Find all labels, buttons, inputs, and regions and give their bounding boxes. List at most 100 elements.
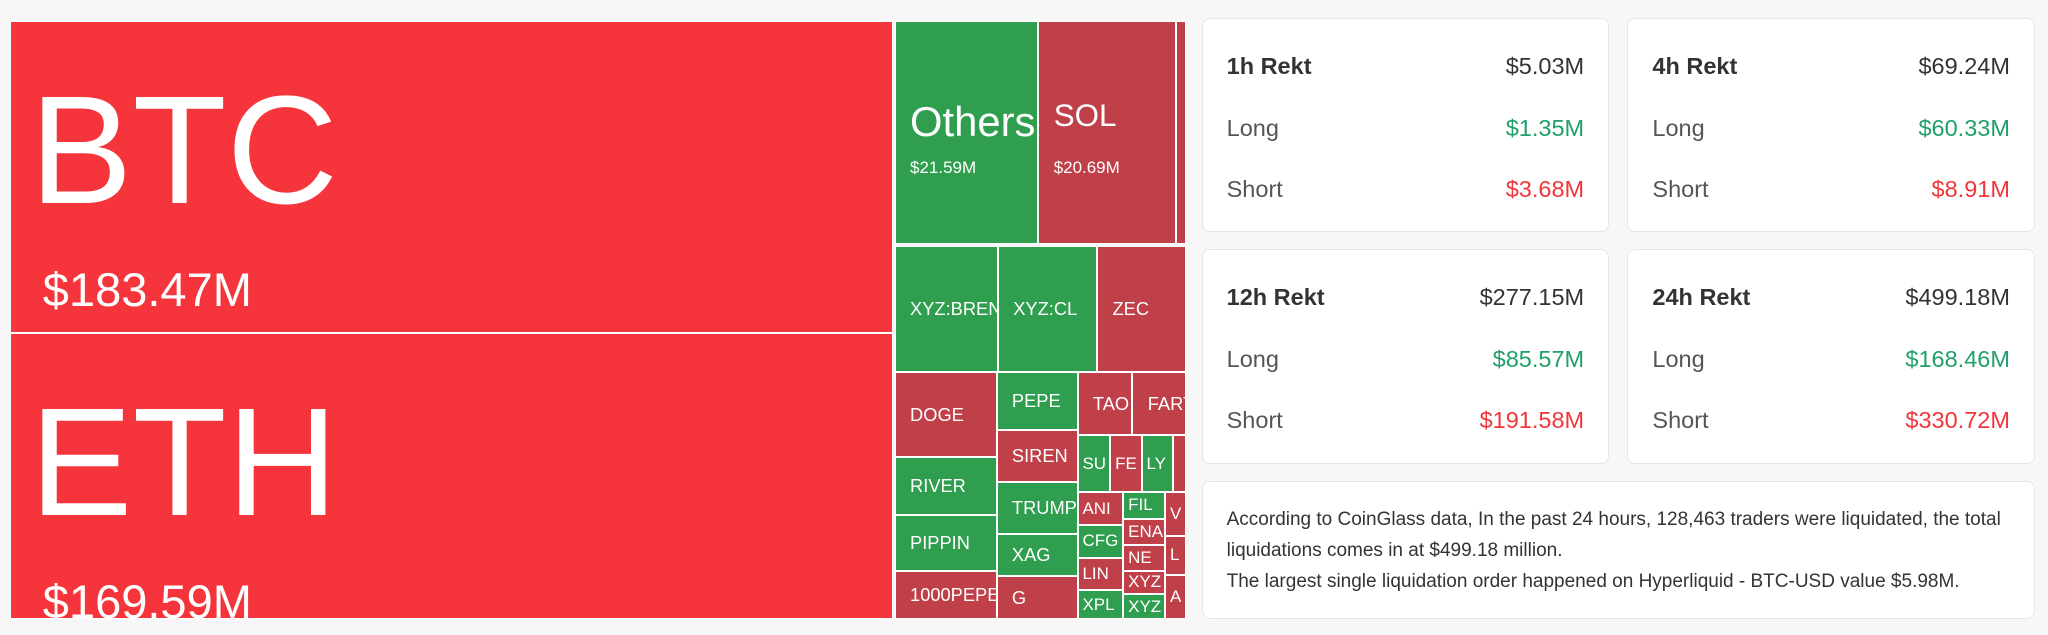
card-row: Short $330.72M — [1652, 407, 2010, 434]
card-header: 12h Rekt $277.15M — [1227, 284, 1585, 311]
card-title: 24h Rekt — [1652, 284, 1751, 311]
tile-label: SU — [1082, 453, 1107, 473]
row-value: $168.46M — [1905, 345, 2010, 372]
row-value: $85.57M — [1492, 345, 1585, 372]
tile-label: NE — [1128, 547, 1152, 567]
tile: ETH $169.59M — [10, 333, 894, 620]
tile: SIREN — [996, 429, 1078, 482]
tile-label: SOL — [1053, 97, 1117, 133]
tile — [1175, 20, 1186, 245]
tile-label: DOGE — [910, 403, 964, 425]
tile-value: $183.47M — [42, 263, 252, 317]
card-row: Long $1.35M — [1227, 115, 1585, 142]
tile-label: PIPPIN — [910, 531, 970, 553]
tile: PIPPIN — [894, 514, 997, 571]
tile-label: ANI — [1082, 498, 1111, 518]
tile-label: G — [1011, 586, 1027, 608]
tile: RIVER — [894, 457, 997, 515]
row-label: Long — [1226, 114, 1279, 141]
tile-label: FIL — [1128, 495, 1153, 515]
tile-label: Others — [910, 97, 1036, 145]
tile-label: V — [1169, 503, 1182, 523]
tile: ENA — [1123, 518, 1166, 545]
tile-label: LY — [1146, 453, 1166, 473]
tile-label: FE — [1115, 453, 1137, 473]
tile-label: ENA — [1128, 521, 1164, 541]
card-row: Short $3.68M — [1227, 176, 1585, 203]
tile-label: XAG — [1011, 544, 1051, 566]
tile: G — [996, 576, 1078, 620]
tile-label: ETH — [29, 375, 338, 549]
row-value: $330.72M — [1905, 407, 2010, 434]
row-label: Long — [1652, 345, 1705, 372]
tile-label: CFG — [1082, 531, 1119, 551]
row-label: Short — [1652, 176, 1709, 203]
stat-card: 4h Rekt $69.24M Long $60.33M Short $8.91M — [1627, 18, 2035, 233]
tile: FART — [1132, 372, 1186, 435]
tile: LY — [1141, 434, 1173, 493]
tile-label: XPL — [1082, 594, 1115, 614]
tile-label: BTC — [29, 63, 338, 237]
row-label: Short — [1652, 407, 1709, 434]
tile-label: ZEC — [1112, 298, 1150, 319]
card-total: $69.24M — [1918, 53, 2010, 80]
row-value: $8.91M — [1931, 176, 2010, 203]
row-value: $1.35M — [1505, 114, 1585, 141]
tile-label: LIN — [1082, 563, 1109, 583]
tile-label: L — [1169, 545, 1180, 565]
card-total: $499.18M — [1905, 284, 2010, 311]
tile — [1172, 434, 1186, 493]
tile: PEPE — [996, 372, 1078, 430]
tile: BTC $183.47M — [10, 20, 894, 334]
tile-label: A — [1169, 586, 1182, 606]
tile-label: XYZ:CL — [1013, 298, 1078, 319]
tile: ZEC — [1097, 245, 1186, 373]
tile: NE — [1123, 544, 1166, 571]
tile: XPL — [1077, 590, 1124, 620]
tile-label: XYZ:BRENT — [910, 298, 997, 319]
tile: 1000PEPE — [894, 570, 997, 620]
tile-label: RIVER — [910, 474, 966, 496]
tile-label: XYZ — [1128, 596, 1162, 616]
tile: ANI — [1077, 492, 1124, 526]
card-header: 4h Rekt $69.24M — [1652, 53, 2010, 80]
tile: LIN — [1077, 557, 1124, 591]
row-label: Long — [1226, 345, 1279, 372]
card-row: Long $85.57M — [1227, 346, 1585, 373]
tile: DOGE — [894, 372, 997, 458]
stat-card: 1h Rekt $5.03M Long $1.35M Short $3.68M — [1201, 18, 1610, 233]
tile: Others $21.59M — [894, 20, 1039, 245]
tile-label: XYZ — [1128, 572, 1162, 592]
tile: XAG — [996, 534, 1078, 576]
card-header: 1h Rekt $5.03M — [1227, 53, 1585, 80]
tile: XYZ:CL — [997, 245, 1098, 373]
row-value: $3.68M — [1505, 176, 1585, 203]
stat-card: 12h Rekt $277.15M Long $85.57M Short $191.58M — [1201, 249, 1610, 464]
summary-card: According to CoinGlass data, In the past… — [1201, 480, 2035, 620]
tile-value: $169.59M — [42, 575, 252, 620]
tile-value: $20.69M — [1053, 157, 1120, 177]
tile: XYZ — [1123, 570, 1166, 595]
tile-label: TAO — [1092, 392, 1130, 414]
row-value: $60.33M — [1918, 114, 2010, 141]
summary-line: According to CoinGlass data, In the past… — [1226, 508, 2001, 561]
row-label: Short — [1226, 407, 1283, 434]
tile: V — [1165, 492, 1186, 536]
tile: SU — [1077, 434, 1111, 493]
tile-label: FART — [1147, 392, 1185, 414]
stat-card: 24h Rekt $499.18M Long $168.46M Short $330.72… — [1627, 249, 2035, 464]
tile: FE — [1110, 434, 1142, 493]
row-label: Short — [1226, 176, 1283, 203]
card-row: Short $8.91M — [1652, 176, 2010, 203]
tile: TRUMP — [996, 481, 1078, 535]
tile: A — [1165, 574, 1186, 620]
tile-label: SIREN — [1011, 444, 1068, 466]
tile-label: TRUMP — [1011, 497, 1077, 519]
tile: CFG — [1077, 525, 1124, 558]
card-row: Long $60.33M — [1652, 115, 2010, 142]
row-value: $191.58M — [1479, 407, 1585, 434]
tile: FIL — [1123, 492, 1166, 519]
tile: SOL $20.69M — [1038, 20, 1176, 245]
tile: TAO — [1077, 372, 1133, 435]
